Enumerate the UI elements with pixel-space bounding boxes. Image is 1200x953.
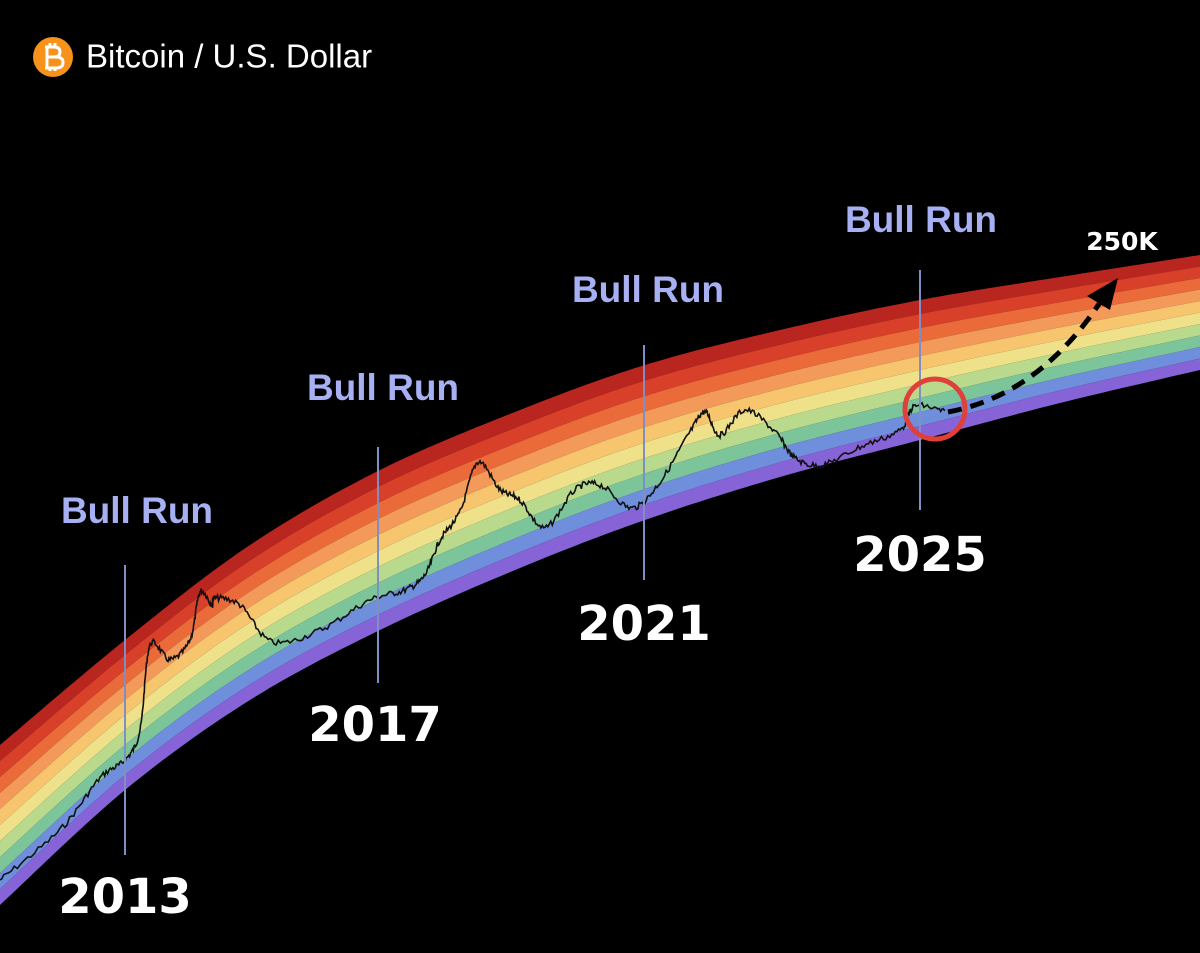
bull-run-label: Bull Run — [307, 367, 459, 408]
annotations — [0, 270, 1118, 881]
year-label: 2021 — [577, 596, 711, 652]
icon-glyph — [45, 43, 65, 71]
highlight-circle — [902, 376, 968, 442]
price-line — [0, 401, 946, 881]
bull-run-label: Bull Run — [61, 490, 213, 531]
title: Bitcoin / U.S. Dollar — [86, 38, 372, 75]
year-label: 2025 — [853, 527, 987, 583]
target-label: 250K — [1086, 227, 1159, 256]
bull-run-label: Bull Run — [845, 199, 997, 240]
arrow-head — [1087, 278, 1118, 310]
projection-arrow — [947, 296, 1106, 415]
year-label: 2017 — [308, 697, 442, 753]
bull-run-label: Bull Run — [572, 269, 724, 310]
year-label: 2013 — [58, 869, 192, 925]
bitcoin-icon — [33, 37, 73, 77]
